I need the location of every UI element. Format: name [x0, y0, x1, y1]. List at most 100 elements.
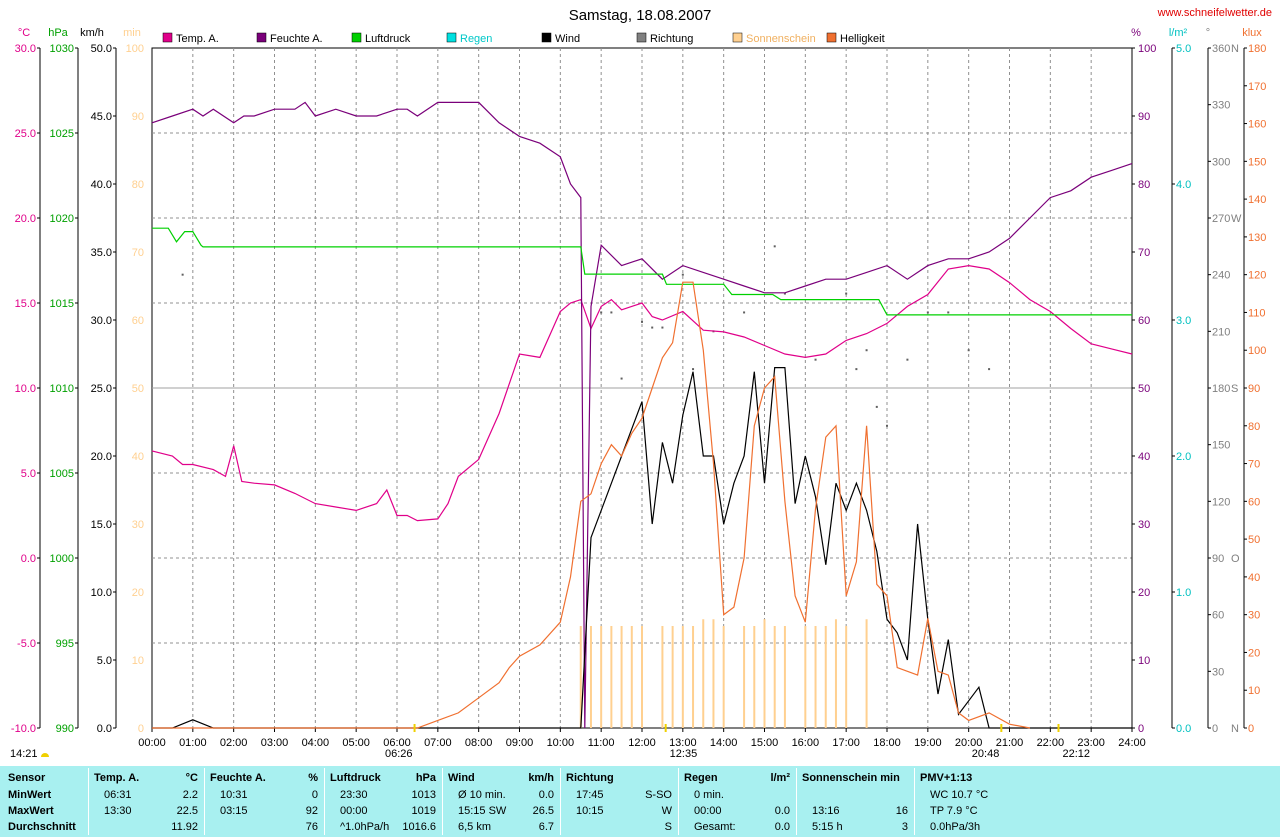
direction-point — [661, 326, 664, 329]
direction-tick-label: 270 — [1212, 213, 1230, 225]
wind-tick-label: 45.0 — [91, 111, 112, 123]
x-tick-label: 11:00 — [588, 737, 615, 749]
footer-column: Luftdruck hPa 23:30 1013 00:00 1019 ^1.0hPa/h 1… — [330, 766, 440, 837]
footer-cell-time: 15:15 SW — [458, 805, 507, 817]
x-tick-label: 15:00 — [751, 737, 779, 749]
sun-min-tick-label: 40 — [132, 451, 144, 463]
direction-tick-label: 330 — [1212, 100, 1230, 112]
footer-column-unit: l/m² — [770, 772, 790, 784]
direction-tick-label: 240 — [1212, 270, 1230, 282]
x-tick-label: 20:00 — [955, 737, 983, 749]
direction-point — [681, 273, 684, 276]
direction-point — [988, 368, 991, 371]
direction-tick-label: 120 — [1212, 496, 1230, 508]
x-tick-label: 07:00 — [424, 737, 452, 749]
rain-unit-label: l/m² — [1169, 27, 1188, 39]
direction-tick-label: 150 — [1212, 440, 1230, 452]
brightness-tick-label: 80 — [1248, 421, 1260, 433]
legend-swatch — [826, 32, 837, 43]
sun-min-tick-label: 50 — [132, 383, 144, 395]
footer-column-unit: % — [308, 772, 318, 784]
legend-swatch — [351, 32, 362, 43]
pressure-tick-label: 1030 — [50, 43, 74, 55]
x-tick-label: 13:00 — [669, 737, 697, 749]
footer-cell-value: 16 — [895, 805, 908, 817]
brightness-tick-label: 40 — [1248, 572, 1260, 584]
humidity-unit-label: % — [1131, 27, 1141, 39]
direction-tick-label: 30 — [1212, 666, 1224, 678]
rain-tick-label: 1.0 — [1176, 587, 1191, 599]
footer-cell-time: 00:00 — [694, 805, 722, 817]
footer-cell-value: 6.7 — [538, 821, 554, 833]
brightness-tick-label: 120 — [1248, 270, 1266, 282]
sun-min-tick-label: 10 — [132, 655, 144, 667]
pressure-tick-label: 1000 — [50, 553, 74, 565]
x-tick-label: 06:00 — [383, 737, 411, 749]
wind-tick-label: 25.0 — [91, 383, 112, 395]
brightness-tick-label: 90 — [1248, 383, 1260, 395]
footer-column-unit: hPa — [415, 772, 436, 784]
wind-tick-label: 5.0 — [97, 655, 112, 667]
legend-label: Regen — [460, 33, 492, 45]
sun-min-tick-label: 30 — [132, 519, 144, 531]
footer-cell-value: 26.5 — [532, 805, 554, 817]
pressure-tick-label: 990 — [56, 723, 74, 735]
footer-cell-time: 13:30 — [104, 805, 132, 817]
legend-label: Wind — [555, 33, 580, 45]
direction-point — [967, 349, 970, 352]
footer-cell-time: WC 10.7 °C — [930, 789, 989, 801]
x-tick-label: 01:00 — [179, 737, 207, 749]
legend: Temp. A. Feuchte A. Luftdruck Regen Wind Rich… — [162, 32, 885, 45]
brightness-tick-label: 140 — [1248, 194, 1266, 206]
x-tick-label: 05:00 — [342, 737, 370, 749]
pressure-tick-label: 1015 — [50, 298, 74, 310]
sun-min-tick-label: 60 — [132, 315, 144, 327]
footer-cell-time: 06:31 — [104, 789, 132, 801]
footer-cell-value: 2.2 — [182, 789, 198, 801]
footer-column-unit: °C — [185, 772, 198, 784]
temp-tick-label: 5.0 — [21, 468, 36, 480]
footer-cell-time: Ø 10 min. — [458, 789, 506, 801]
x-tick-label: 19:00 — [914, 737, 942, 749]
direction-unit-label: ° — [1206, 27, 1210, 39]
sun-event-label: 12:35 — [670, 748, 698, 760]
sun-min-tick-label: 100 — [126, 43, 144, 55]
sun-min-tick-label: 20 — [132, 587, 144, 599]
footer-column: PMV+1:13 WC 10.7 °C TP 7.9 °C 0.0hPa/3h — [920, 766, 1030, 837]
footer-cell-time: 6,5 km — [458, 821, 492, 833]
footer-column: Richtung 17:45 S-SO 10:15 W S — [566, 766, 676, 837]
legend-label: Helligkeit — [840, 33, 885, 45]
legend-swatch — [162, 32, 173, 43]
footer-cell-value: 0 — [311, 789, 318, 801]
x-tick-label: 16:00 — [792, 737, 820, 749]
corner-time: 14:21 — [10, 748, 38, 760]
temp-unit-label: °C — [18, 27, 30, 39]
x-tick-label: 12:00 — [628, 737, 656, 749]
footer-cell-time: TP 7.9 °C — [930, 805, 978, 817]
x-tick-label: 09:00 — [506, 737, 534, 749]
direction-point — [610, 311, 613, 314]
footer-cell-value: 3 — [901, 821, 908, 833]
footer-cell-value: S-SO — [645, 789, 672, 801]
footer-cell-value: S — [664, 821, 672, 833]
footer-cell-value: 11.92 — [171, 821, 198, 833]
legend-label: Temp. A. — [176, 33, 219, 45]
footer-cell-value: 92 — [305, 805, 318, 817]
direction-point — [875, 405, 878, 408]
brightness-tick-label: 130 — [1248, 232, 1266, 244]
direction-point — [855, 368, 858, 371]
temp-tick-label: 0.0 — [21, 553, 36, 565]
x-tick-label: 04:00 — [302, 737, 330, 749]
rain-tick-label: 5.0 — [1176, 43, 1191, 55]
footer-cell-value: 0.0 — [774, 821, 790, 833]
direction-compass-label: S — [1231, 383, 1238, 395]
wind-tick-label: 20.0 — [91, 451, 112, 463]
footer-cell-time: 10:31 — [220, 789, 248, 801]
brightness-tick-label: 100 — [1248, 345, 1266, 357]
sun-icon — [41, 753, 49, 757]
footer-cell-value: 0.0 — [538, 789, 554, 801]
direction-point — [906, 358, 909, 361]
brightness-tick-label: 70 — [1248, 459, 1260, 471]
rain-tick-label: 3.0 — [1176, 315, 1191, 327]
pressure-tick-label: 995 — [56, 638, 74, 650]
